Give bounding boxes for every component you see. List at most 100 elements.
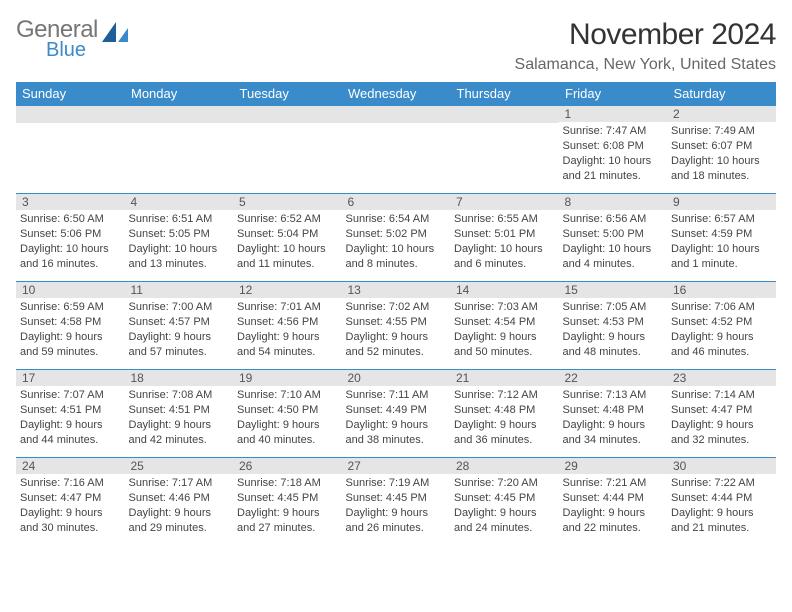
day-details: Sunrise: 6:50 AMSunset: 5:06 PMDaylight:… (16, 210, 125, 273)
day-details: Sunrise: 7:11 AMSunset: 4:49 PMDaylight:… (342, 386, 451, 449)
calendar-week-row: 1Sunrise: 7:47 AMSunset: 6:08 PMDaylight… (16, 106, 776, 194)
day-details: Sunrise: 7:01 AMSunset: 4:56 PMDaylight:… (233, 298, 342, 361)
calendar-cell: 25Sunrise: 7:17 AMSunset: 4:46 PMDayligh… (125, 458, 234, 546)
calendar-cell: 1Sunrise: 7:47 AMSunset: 6:08 PMDaylight… (559, 106, 668, 194)
calendar-cell: 10Sunrise: 6:59 AMSunset: 4:58 PMDayligh… (16, 282, 125, 370)
day-number: 19 (233, 370, 342, 386)
day-details: Sunrise: 6:55 AMSunset: 5:01 PMDaylight:… (450, 210, 559, 273)
day-number: 21 (450, 370, 559, 386)
day-number: 9 (667, 194, 776, 210)
calendar-cell: 8Sunrise: 6:56 AMSunset: 5:00 PMDaylight… (559, 194, 668, 282)
calendar-cell: 27Sunrise: 7:19 AMSunset: 4:45 PMDayligh… (342, 458, 451, 546)
calendar-cell: 5Sunrise: 6:52 AMSunset: 5:04 PMDaylight… (233, 194, 342, 282)
day-details: Sunrise: 7:02 AMSunset: 4:55 PMDaylight:… (342, 298, 451, 361)
day-number: 7 (450, 194, 559, 210)
day-number: 15 (559, 282, 668, 298)
day-details: Sunrise: 7:47 AMSunset: 6:08 PMDaylight:… (559, 122, 668, 185)
calendar-cell: 14Sunrise: 7:03 AMSunset: 4:54 PMDayligh… (450, 282, 559, 370)
day-number: 18 (125, 370, 234, 386)
day-details: Sunrise: 7:08 AMSunset: 4:51 PMDaylight:… (125, 386, 234, 449)
day-header: Saturday (667, 82, 776, 106)
day-number: 25 (125, 458, 234, 474)
day-details: Sunrise: 6:59 AMSunset: 4:58 PMDaylight:… (16, 298, 125, 361)
calendar-cell: 21Sunrise: 7:12 AMSunset: 4:48 PMDayligh… (450, 370, 559, 458)
calendar-week-row: 17Sunrise: 7:07 AMSunset: 4:51 PMDayligh… (16, 370, 776, 458)
title-block: November 2024 Salamanca, New York, Unite… (515, 18, 776, 74)
day-number: 8 (559, 194, 668, 210)
day-details: Sunrise: 7:18 AMSunset: 4:45 PMDaylight:… (233, 474, 342, 537)
day-header: Friday (559, 82, 668, 106)
calendar-cell (342, 106, 451, 194)
day-details: Sunrise: 7:00 AMSunset: 4:57 PMDaylight:… (125, 298, 234, 361)
day-details: Sunrise: 7:10 AMSunset: 4:50 PMDaylight:… (233, 386, 342, 449)
day-number: 13 (342, 282, 451, 298)
day-details: Sunrise: 6:57 AMSunset: 4:59 PMDaylight:… (667, 210, 776, 273)
day-number: 20 (342, 370, 451, 386)
calendar-cell: 30Sunrise: 7:22 AMSunset: 4:44 PMDayligh… (667, 458, 776, 546)
calendar-cell (233, 106, 342, 194)
day-number: 2 (667, 106, 776, 122)
calendar-cell: 29Sunrise: 7:21 AMSunset: 4:44 PMDayligh… (559, 458, 668, 546)
day-header: Sunday (16, 82, 125, 106)
day-details: Sunrise: 7:17 AMSunset: 4:46 PMDaylight:… (125, 474, 234, 537)
day-number (233, 106, 342, 123)
calendar-cell: 24Sunrise: 7:16 AMSunset: 4:47 PMDayligh… (16, 458, 125, 546)
calendar-cell: 13Sunrise: 7:02 AMSunset: 4:55 PMDayligh… (342, 282, 451, 370)
day-number (342, 106, 451, 123)
calendar-cell: 19Sunrise: 7:10 AMSunset: 4:50 PMDayligh… (233, 370, 342, 458)
calendar-week-row: 10Sunrise: 6:59 AMSunset: 4:58 PMDayligh… (16, 282, 776, 370)
day-number: 28 (450, 458, 559, 474)
day-number: 22 (559, 370, 668, 386)
day-details: Sunrise: 7:22 AMSunset: 4:44 PMDaylight:… (667, 474, 776, 537)
calendar-cell (16, 106, 125, 194)
day-number (450, 106, 559, 123)
calendar-cell: 12Sunrise: 7:01 AMSunset: 4:56 PMDayligh… (233, 282, 342, 370)
calendar-cell (450, 106, 559, 194)
calendar-cell: 16Sunrise: 7:06 AMSunset: 4:52 PMDayligh… (667, 282, 776, 370)
day-details: Sunrise: 7:20 AMSunset: 4:45 PMDaylight:… (450, 474, 559, 537)
day-header: Monday (125, 82, 234, 106)
day-number: 16 (667, 282, 776, 298)
brand-line2: Blue (16, 40, 98, 60)
day-number: 12 (233, 282, 342, 298)
calendar-cell (125, 106, 234, 194)
day-details: Sunrise: 6:56 AMSunset: 5:00 PMDaylight:… (559, 210, 668, 273)
day-number (16, 106, 125, 123)
day-header: Wednesday (342, 82, 451, 106)
day-number: 29 (559, 458, 668, 474)
day-details: Sunrise: 6:52 AMSunset: 5:04 PMDaylight:… (233, 210, 342, 273)
day-number: 5 (233, 194, 342, 210)
calendar-cell: 22Sunrise: 7:13 AMSunset: 4:48 PMDayligh… (559, 370, 668, 458)
day-details: Sunrise: 7:21 AMSunset: 4:44 PMDaylight:… (559, 474, 668, 537)
calendar-cell: 18Sunrise: 7:08 AMSunset: 4:51 PMDayligh… (125, 370, 234, 458)
day-number: 26 (233, 458, 342, 474)
sail-icon (102, 22, 130, 51)
calendar-cell: 17Sunrise: 7:07 AMSunset: 4:51 PMDayligh… (16, 370, 125, 458)
calendar-cell: 20Sunrise: 7:11 AMSunset: 4:49 PMDayligh… (342, 370, 451, 458)
day-number: 24 (16, 458, 125, 474)
brand-logo: General Blue (16, 18, 130, 60)
day-number: 17 (16, 370, 125, 386)
day-number: 23 (667, 370, 776, 386)
calendar-cell: 28Sunrise: 7:20 AMSunset: 4:45 PMDayligh… (450, 458, 559, 546)
day-number: 30 (667, 458, 776, 474)
day-details: Sunrise: 7:14 AMSunset: 4:47 PMDaylight:… (667, 386, 776, 449)
day-details: Sunrise: 7:07 AMSunset: 4:51 PMDaylight:… (16, 386, 125, 449)
day-details: Sunrise: 7:49 AMSunset: 6:07 PMDaylight:… (667, 122, 776, 185)
day-details: Sunrise: 7:12 AMSunset: 4:48 PMDaylight:… (450, 386, 559, 449)
calendar-cell: 7Sunrise: 6:55 AMSunset: 5:01 PMDaylight… (450, 194, 559, 282)
day-details: Sunrise: 7:06 AMSunset: 4:52 PMDaylight:… (667, 298, 776, 361)
day-number: 3 (16, 194, 125, 210)
day-header: Thursday (450, 82, 559, 106)
calendar-cell: 3Sunrise: 6:50 AMSunset: 5:06 PMDaylight… (16, 194, 125, 282)
day-number: 4 (125, 194, 234, 210)
calendar-header-row: SundayMondayTuesdayWednesdayThursdayFrid… (16, 82, 776, 106)
calendar-cell: 15Sunrise: 7:05 AMSunset: 4:53 PMDayligh… (559, 282, 668, 370)
day-number: 1 (559, 106, 668, 122)
day-number: 11 (125, 282, 234, 298)
day-details: Sunrise: 7:16 AMSunset: 4:47 PMDaylight:… (16, 474, 125, 537)
calendar-cell: 2Sunrise: 7:49 AMSunset: 6:07 PMDaylight… (667, 106, 776, 194)
calendar-cell: 23Sunrise: 7:14 AMSunset: 4:47 PMDayligh… (667, 370, 776, 458)
calendar-week-row: 3Sunrise: 6:50 AMSunset: 5:06 PMDaylight… (16, 194, 776, 282)
calendar-cell: 26Sunrise: 7:18 AMSunset: 4:45 PMDayligh… (233, 458, 342, 546)
